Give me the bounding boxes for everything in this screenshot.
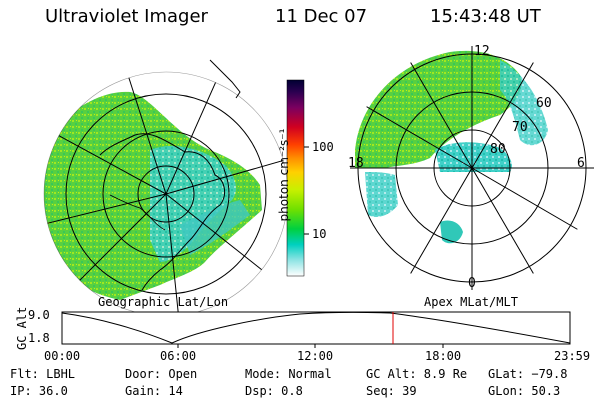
date-label: 11 Dec 07 [275, 6, 368, 27]
left-panel-caption: Geographic Lat/Lon [98, 295, 229, 309]
info-door: Door: Open [125, 367, 198, 381]
timeline-tick-2359: 23:59 [554, 349, 591, 363]
info-mode: Mode: Normal [245, 367, 332, 381]
timeline-ymax: 9.0 [28, 308, 50, 322]
info-gain: Gain: 14 [125, 384, 183, 398]
info-dsp: Dsp: 0.8 [245, 384, 303, 398]
left-aurora-band [180, 200, 250, 255]
mlt-label-0: 0 [468, 276, 476, 291]
right-aurora-dusk [365, 172, 398, 217]
timeline-tick-0600: 06:00 [160, 349, 197, 363]
lat-label-80: 80 [490, 142, 506, 157]
right-aurora-blob [440, 220, 463, 244]
info-ip: IP: 36.0 [10, 384, 68, 398]
info-filter: Flt: LBHL [10, 367, 76, 381]
coastline [99, 133, 226, 291]
mlt-label-6: 6 [577, 156, 585, 171]
info-seq: Seq: 39 [366, 384, 417, 398]
mlt-label-12: 12 [474, 44, 490, 59]
instrument-title: Ultraviolet Imager [45, 6, 208, 27]
colorbar [286, 79, 305, 277]
timeline-tick-1800: 18:00 [425, 349, 462, 363]
left-map [44, 72, 288, 316]
colorbar-tick-100: 100 [312, 140, 334, 154]
right-aurora-noon [435, 142, 512, 172]
timeline-tick-0000: 00:00 [44, 349, 81, 363]
right-panel-caption: Apex MLat/MLT [424, 295, 518, 309]
info-gc-alt: GC Alt: 8.9 Re [366, 367, 468, 381]
info-glon: GLon: 50.3 [488, 384, 561, 398]
info-glat: GLat: −79.8 [488, 367, 568, 381]
lat-label-60: 60 [536, 96, 552, 111]
timeline-ylabel: GC Alt [15, 306, 29, 350]
lat-label-70: 70 [512, 120, 528, 135]
right-aurora-cyan-dawn [500, 60, 548, 146]
altitude-curve [61, 311, 571, 344]
time-label: 15:43:48 UT [430, 6, 541, 27]
right-map [350, 46, 594, 290]
timeline-ymin: 1.8 [28, 331, 50, 345]
timeline-plot [61, 311, 571, 345]
colorbar-unit-label: photon cm⁻²s⁻¹ [277, 128, 291, 222]
colorbar-tick-10: 10 [312, 227, 327, 241]
timeline-tick-1200: 12:00 [297, 349, 334, 363]
mlt-label-18: 18 [348, 156, 364, 171]
